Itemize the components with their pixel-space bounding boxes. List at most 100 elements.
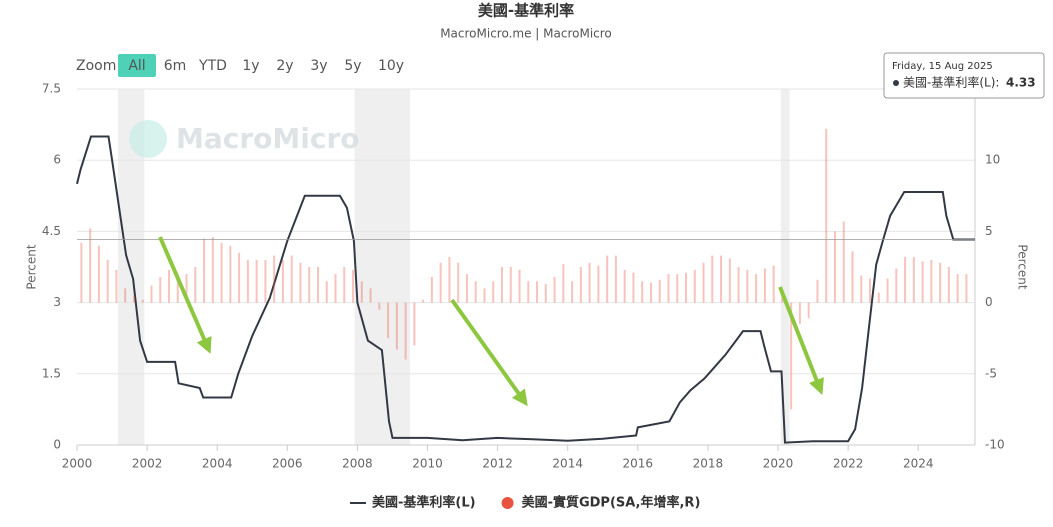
chart-subtitle: MacroMicro.me | MacroMicro bbox=[440, 27, 612, 41]
bar bbox=[921, 261, 924, 303]
bar bbox=[772, 265, 775, 303]
bar bbox=[860, 275, 863, 303]
bar bbox=[238, 252, 241, 303]
zoom-button[interactable]: 6m bbox=[164, 58, 187, 74]
legend-label[interactable]: 美國-基準利率(L) bbox=[372, 495, 476, 511]
bar bbox=[798, 302, 801, 324]
bar bbox=[492, 281, 495, 303]
bar bbox=[97, 245, 100, 303]
bar bbox=[299, 262, 302, 303]
bar bbox=[176, 274, 179, 303]
bar bbox=[483, 288, 486, 303]
legend-label[interactable]: 美國-實質GDP(SA,年增率,R) bbox=[522, 495, 701, 511]
bar bbox=[422, 299, 425, 303]
bar bbox=[790, 302, 793, 410]
bar bbox=[904, 257, 907, 303]
bar bbox=[290, 255, 293, 303]
zoom-button[interactable]: 10y bbox=[378, 58, 404, 74]
bar bbox=[763, 268, 766, 303]
bar bbox=[185, 274, 188, 303]
bar bbox=[676, 274, 679, 303]
bar bbox=[544, 284, 547, 303]
bar bbox=[939, 262, 942, 303]
bar bbox=[430, 276, 433, 303]
bar bbox=[325, 281, 328, 303]
x-tick-label: 2014 bbox=[552, 457, 583, 471]
bar bbox=[588, 262, 591, 303]
zoom-button[interactable]: All bbox=[128, 58, 145, 74]
plot: 0 1.5 3 4.5 6 7.5 -10 -5 0 5 10 2000 2002 2004 2006 200… bbox=[42, 82, 1005, 471]
bar bbox=[842, 221, 845, 303]
bar bbox=[106, 259, 109, 303]
chart-title: 美國-基準利率 bbox=[478, 2, 574, 20]
arrow bbox=[158, 236, 212, 354]
recession-band bbox=[354, 89, 410, 445]
bar bbox=[711, 255, 714, 303]
zoom-bar: All 6m YTD 1y 2y 3y 5y 10y bbox=[118, 54, 404, 77]
zoom-button[interactable]: 1y bbox=[242, 58, 259, 74]
bar bbox=[851, 251, 854, 303]
legend: 美國-基準利率(L) 美國-實質GDP(SA,年增率,R) bbox=[350, 495, 700, 511]
bar bbox=[316, 267, 319, 303]
bar bbox=[360, 281, 363, 303]
x-tick-label: 2020 bbox=[763, 457, 794, 471]
y2-tick-label: -5 bbox=[985, 366, 997, 380]
bar bbox=[80, 242, 83, 303]
bar bbox=[369, 288, 372, 303]
bar bbox=[281, 259, 284, 303]
bar bbox=[886, 278, 889, 303]
legend-symbol[interactable] bbox=[501, 497, 514, 509]
bar bbox=[623, 269, 626, 303]
zoom-button[interactable]: 5y bbox=[344, 58, 361, 74]
y-tick-label: 4.5 bbox=[42, 224, 61, 238]
zoom-button[interactable]: YTD bbox=[198, 58, 227, 74]
bar bbox=[273, 255, 276, 303]
bar bbox=[229, 245, 232, 303]
bar bbox=[395, 302, 398, 350]
tooltip-box bbox=[883, 52, 1045, 99]
x-tick-label: 2006 bbox=[272, 457, 303, 471]
bar bbox=[518, 269, 521, 303]
bar bbox=[720, 255, 723, 303]
bar bbox=[334, 274, 337, 303]
bar bbox=[816, 279, 819, 303]
y-axis-label: Percent bbox=[25, 244, 39, 289]
y-tick-label: 0 bbox=[53, 438, 61, 452]
zoom-button[interactable]: 3y bbox=[310, 58, 327, 74]
bar bbox=[211, 237, 214, 303]
x-tick-label: 2002 bbox=[132, 457, 163, 471]
bar bbox=[474, 281, 477, 303]
tooltip-label: 美國-基準利率(L): bbox=[903, 75, 999, 90]
y2-tick-label: -10 bbox=[985, 438, 1005, 452]
bar bbox=[667, 274, 670, 303]
bar bbox=[352, 269, 355, 303]
bar bbox=[448, 257, 451, 303]
bar bbox=[220, 242, 223, 303]
arrow bbox=[778, 286, 824, 395]
bar bbox=[168, 269, 171, 303]
bar bbox=[500, 267, 503, 303]
annotation-arrows bbox=[158, 236, 824, 407]
y-tick-label: 1.5 bbox=[42, 366, 61, 380]
x-tick-label: 2024 bbox=[903, 457, 934, 471]
bar bbox=[343, 267, 346, 303]
bar bbox=[965, 274, 968, 303]
bar bbox=[641, 281, 644, 303]
tooltip-value: 4.33 bbox=[1006, 76, 1036, 90]
bar bbox=[562, 264, 565, 303]
bar bbox=[527, 281, 530, 303]
bar bbox=[255, 259, 258, 303]
bar bbox=[947, 267, 950, 303]
bar bbox=[755, 274, 758, 303]
zoom-button[interactable]: 2y bbox=[276, 58, 293, 74]
zoom-button-bg[interactable] bbox=[118, 54, 156, 77]
tooltip-bullet bbox=[893, 80, 899, 86]
watermark: MacroMicro bbox=[176, 122, 360, 155]
bar bbox=[141, 299, 144, 303]
bar bbox=[728, 258, 731, 303]
bar bbox=[685, 272, 688, 303]
tooltip-date: Friday, 15 Aug 2025 bbox=[892, 61, 993, 72]
bar bbox=[606, 255, 609, 303]
bar bbox=[869, 278, 872, 303]
